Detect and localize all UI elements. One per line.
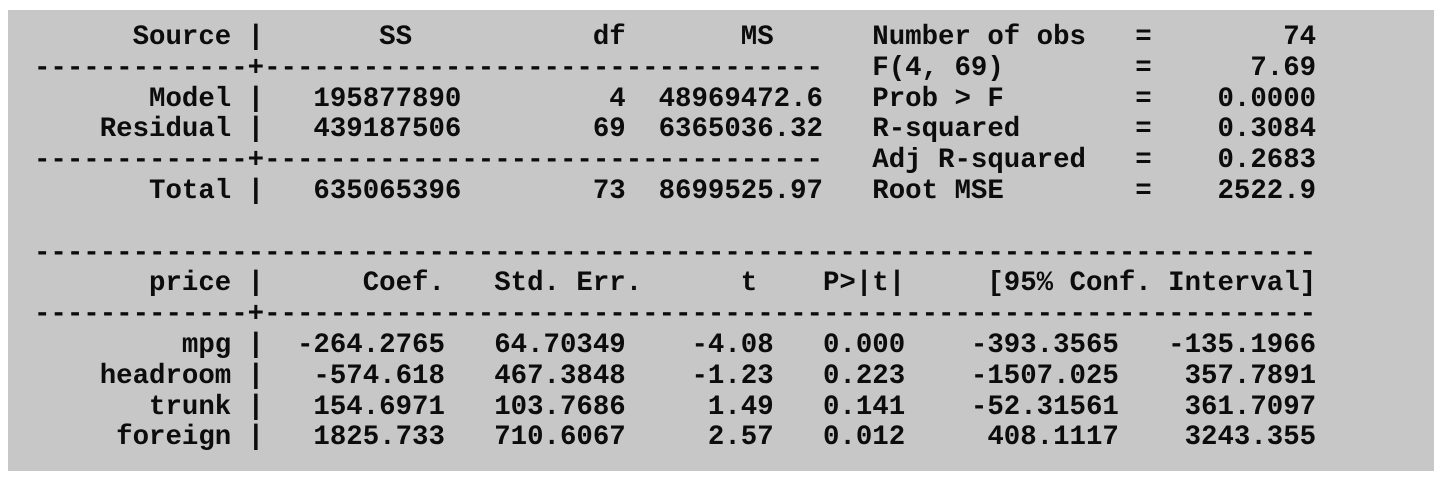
coef-table-header-row: price | Coef. Std. Err. t P>|t| [95% Con…	[34, 268, 1317, 300]
blank-line	[34, 208, 1434, 239]
stata-regression-output-panel: Source | SS df MS Number of obs = 74 ----…	[8, 10, 1434, 471]
anova-residual-row: Residual | 439187506 69 6365036.32 R-squ…	[34, 114, 1317, 146]
coef-table-header-rule: -------------+--------------------------…	[34, 299, 1317, 331]
anova-model-row: Model | 195877890 4 48969472.6 Prob > F …	[34, 83, 1317, 115]
anova-bottom-separator-with-adj-r-squared: -------------+--------------------------…	[34, 145, 1317, 177]
coef-row-headroom: headroom | -574.618 467.3848 -1.23 0.223…	[34, 360, 1317, 392]
coef-table-top-rule: ----------------------------------------…	[34, 237, 1317, 269]
coef-row-foreign: foreign | 1825.733 710.6067 2.57 0.012 4…	[34, 422, 1317, 454]
anova-header-row: Source | SS df MS Number of obs = 74	[34, 22, 1317, 53]
coef-row-mpg: mpg | -264.2765 64.70349 -4.08 0.000 -39…	[34, 329, 1317, 361]
coef-row-trunk: trunk | 154.6971 103.7686 1.49 0.141 -52…	[34, 391, 1317, 423]
anova-top-separator-with-f-stat: -------------+--------------------------…	[34, 52, 1317, 84]
anova-total-row: Total | 635065396 73 8699525.97 Root MSE…	[34, 175, 1317, 207]
